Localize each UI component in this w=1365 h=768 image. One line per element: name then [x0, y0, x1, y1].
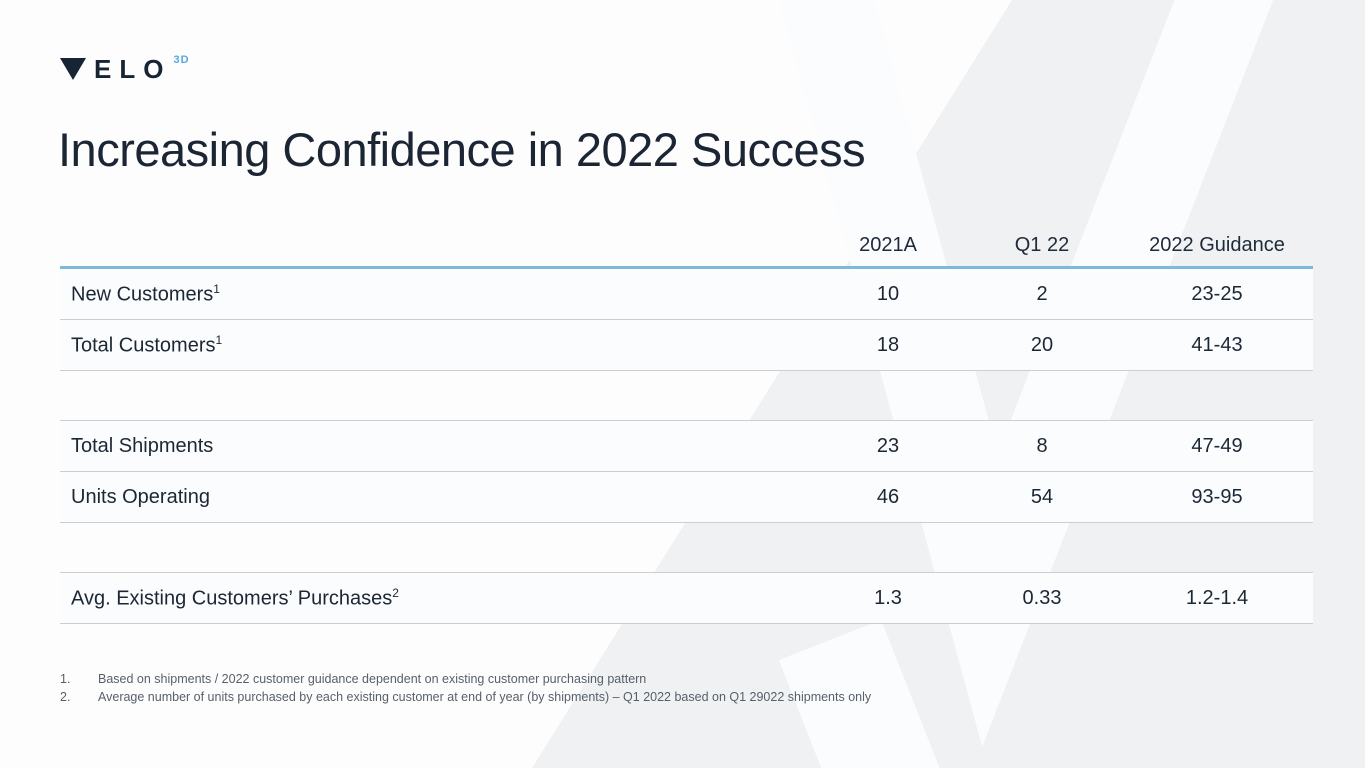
footnote-number: 1. — [60, 672, 71, 686]
table-row-total-customers: Total Customers1 18 20 41-43 — [60, 320, 1313, 371]
cell-q1-22: 54 — [1030, 485, 1054, 508]
column-header-q1-22: Q1 22 — [1014, 233, 1070, 256]
footnote-1: 1. Based on shipments / 2022 customer gu… — [60, 671, 871, 689]
cell-2021a: 10 — [876, 282, 900, 305]
footnote-2: 2. Average number of units purchased by … — [60, 689, 871, 707]
velo3d-logo: ELO 3D — [60, 54, 190, 82]
cell-2022-guidance: 47-49 — [1191, 434, 1243, 457]
logo-text: ELO — [94, 54, 172, 84]
table-row-new-customers: New Customers1 10 2 23-25 — [60, 269, 1313, 320]
cell-q1-22: 20 — [1030, 333, 1054, 356]
table-row-units-operating: Units Operating 46 54 93-95 — [60, 472, 1313, 523]
logo-wordmark: ELO — [60, 56, 171, 82]
cell-2021a: 23 — [876, 434, 900, 457]
row-label: New Customers1 — [71, 281, 220, 306]
table-spacer-row — [60, 371, 1313, 421]
cell-2022-guidance: 23-25 — [1191, 282, 1243, 305]
table-header-row: 2021A Q1 22 2022 Guidance — [60, 224, 1313, 269]
row-label: Avg. Existing Customers’ Purchases2 — [71, 585, 399, 610]
footnote-text: Average number of units purchased by eac… — [98, 689, 872, 704]
cell-q1-22: 8 — [1036, 434, 1048, 457]
footnote-ref: 1 — [213, 281, 220, 296]
cell-2021a: 1.3 — [874, 586, 902, 609]
cell-2022-guidance: 93-95 — [1191, 485, 1243, 508]
table-row-total-shipments: Total Shipments 23 8 47-49 — [60, 421, 1313, 472]
footnote-text: Based on shipments / 2022 customer guida… — [98, 672, 647, 686]
logo-v-icon — [60, 58, 86, 80]
cell-q1-22: 0.33 — [1022, 586, 1062, 609]
metrics-table: 2021A Q1 22 2022 Guidance New Customers1… — [60, 224, 1313, 624]
column-header-2021a: 2021A — [859, 233, 917, 256]
cell-2021a: 18 — [876, 333, 900, 356]
row-label: Units Operating — [71, 485, 210, 508]
slide-title: Increasing Confidence in 2022 Success — [58, 123, 866, 176]
footnote-number: 2. — [60, 689, 71, 704]
cell-2022-guidance: 1.2-1.4 — [1185, 586, 1249, 609]
cell-q1-22: 2 — [1036, 282, 1048, 305]
footnote-ref: 1 — [215, 332, 223, 347]
column-header-2022-guidance: 2022 Guidance — [1149, 233, 1285, 256]
row-label: Total Shipments — [71, 434, 214, 457]
footnote-ref: 2 — [392, 585, 399, 600]
cell-2021a: 46 — [876, 485, 900, 508]
logo-3d-superscript: 3D — [173, 54, 190, 66]
cell-2022-guidance: 41-43 — [1191, 333, 1243, 356]
row-label: Total Customers1 — [71, 332, 223, 357]
footnotes: 1. Based on shipments / 2022 customer gu… — [60, 671, 871, 706]
table-row-avg-existing-customer-purchases: Avg. Existing Customers’ Purchases2 1.3 … — [60, 573, 1313, 624]
table-spacer-row — [60, 523, 1313, 573]
